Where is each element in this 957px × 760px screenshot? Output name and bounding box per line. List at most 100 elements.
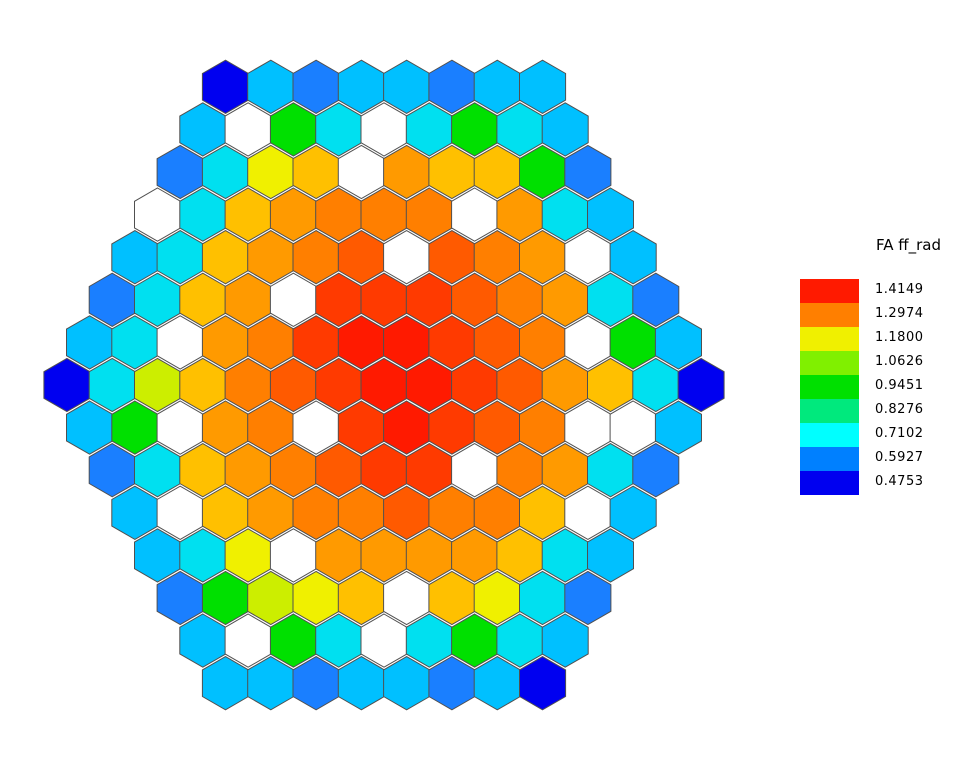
fuel-assembly-cell [473,485,521,540]
fuel-assembly-cell [247,59,295,114]
fuel-assembly-cell [315,357,363,413]
fuel-assembly-cell [337,230,385,285]
fuel-assembly-cell [473,230,521,285]
fuel-assembly-cell [473,315,521,370]
fuel-assembly-cell [654,315,702,370]
empty-position [156,400,204,455]
fuel-assembly-cell [269,443,317,498]
fuel-assembly-cell [360,357,408,413]
fuel-assembly-cell [632,272,680,327]
fuel-assembly-cell [541,528,589,583]
empty-position [451,187,499,242]
legend-label: 0.7102 [875,426,924,441]
legend-label: 1.0626 [875,354,924,369]
empty-position [609,400,657,455]
fuel-assembly-cell [315,613,363,668]
fuel-assembly-cell [428,144,476,200]
empty-position [156,485,204,540]
fuel-assembly-cell [496,102,544,157]
fuel-assembly-cell [383,656,431,711]
fuel-assembly-cell [383,144,431,200]
legend-swatch [800,423,859,447]
fuel-assembly-cell [587,443,634,498]
empty-position [451,443,499,498]
fuel-assembly-cell [224,528,272,583]
fuel-assembly-cell [428,485,476,540]
fuel-assembly-cell [269,102,317,157]
fuel-assembly-cell [451,528,499,583]
fuel-assembly-cell [134,272,181,327]
fuel-assembly-cell [383,315,431,370]
fuel-assembly-cell [292,59,340,114]
fuel-assembly-cell [179,528,227,583]
fuel-assembly-cell [496,187,544,242]
fuel-assembly-cell [66,315,114,370]
empty-position [383,230,431,285]
legend-swatch [800,399,859,423]
fuel-assembly-cell [337,400,385,455]
fuel-assembly-cell [292,570,340,626]
legend-swatch [800,279,859,303]
fuel-assembly-cell [201,570,249,626]
legend-label: 0.4753 [875,474,924,489]
fuel-assembly-cell [269,613,317,668]
fuel-assembly-cell [360,528,408,583]
fuel-assembly-cell [451,613,499,668]
legend-swatch [800,327,859,351]
fuel-assembly-cell [383,59,431,114]
fuel-assembly-cell [111,230,159,285]
fuel-assembly-cell [88,443,136,498]
fuel-assembly-cell [541,272,589,327]
fuel-assembly-cell [632,357,680,413]
fuel-assembly-cell [269,357,317,413]
legend-label: 0.9451 [875,378,924,393]
fuel-assembly-cell [156,230,204,285]
fuel-assembly-cell [587,357,634,413]
fuel-assembly-cell [405,102,453,157]
fuel-assembly-cell [587,528,634,583]
fuel-assembly-cell [428,315,476,370]
fuel-assembly-cell [609,230,657,285]
fuel-assembly-cell [111,315,159,370]
empty-position [292,400,340,455]
fuel-assembly-cell [88,272,136,327]
fuel-assembly-cell [247,400,295,455]
fuel-assembly-cell [315,443,363,498]
fuel-assembly-cell [496,528,544,583]
legend-label: 1.2974 [875,306,924,321]
fuel-assembly-cell [473,59,521,114]
fuel-assembly-cell [677,357,725,413]
fuel-assembly-cell [337,315,385,370]
fuel-assembly-cell [405,528,453,583]
fuel-assembly-cell [247,144,295,200]
fuel-assembly-cell [179,613,227,668]
legend-swatch [800,375,859,399]
fuel-assembly-cell [315,187,363,242]
legend-swatch [800,351,859,375]
fuel-assembly-cell [201,59,249,114]
fuel-assembly-cell [609,485,657,540]
fuel-assembly-cell [315,272,363,327]
fuel-assembly-cell [224,272,272,327]
fuel-assembly-cell [292,656,340,711]
fuel-assembly-cell [609,315,657,370]
fuel-assembly-cell [383,485,431,540]
fuel-assembly-cell [519,315,567,370]
fuel-assembly-cell [496,443,544,498]
fuel-assembly-cell [473,400,521,455]
fuel-assembly-cell [428,570,476,626]
fuel-assembly-cell [519,230,567,285]
fuel-assembly-cell [247,570,295,626]
empty-position [564,230,612,285]
fuel-assembly-cell [156,144,204,200]
fuel-assembly-cell [179,443,227,498]
fuel-assembly-cell [405,357,453,413]
empty-position [224,102,272,157]
fuel-assembly-cell [428,400,476,455]
fuel-assembly-cell [201,315,249,370]
legend-label: 0.5927 [875,450,924,465]
fuel-assembly-cell [315,528,363,583]
fuel-assembly-cell [519,570,567,626]
fuel-assembly-cell [405,443,453,498]
fuel-assembly-cell [519,400,567,455]
